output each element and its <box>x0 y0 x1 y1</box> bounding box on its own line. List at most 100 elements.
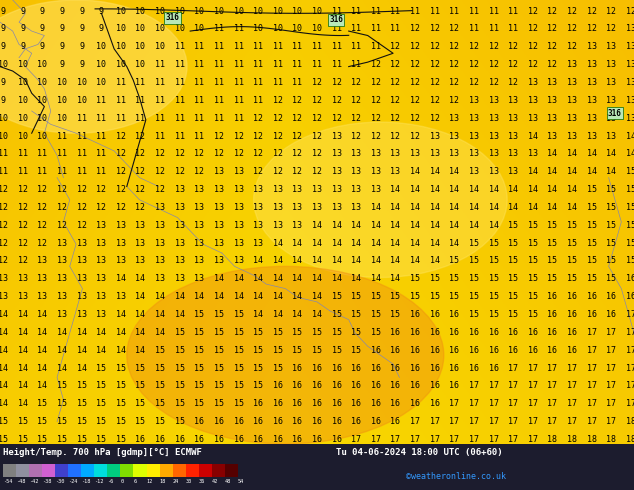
Text: 316: 316 <box>608 109 622 118</box>
Text: 15: 15 <box>351 328 361 337</box>
Text: 14: 14 <box>430 203 440 212</box>
Text: 11: 11 <box>332 60 342 69</box>
Text: 13: 13 <box>194 185 204 194</box>
Text: 11: 11 <box>410 6 420 16</box>
Text: 13: 13 <box>450 114 459 122</box>
Bar <box>29 464 42 477</box>
Text: 17: 17 <box>586 381 597 391</box>
Text: 15: 15 <box>175 381 184 391</box>
Text: 12: 12 <box>547 24 557 33</box>
Text: 11: 11 <box>96 96 107 105</box>
Text: 14: 14 <box>410 203 420 212</box>
Text: 12: 12 <box>18 256 28 266</box>
Text: 16: 16 <box>351 399 361 408</box>
Text: 17: 17 <box>489 381 498 391</box>
Text: 12: 12 <box>292 131 302 141</box>
Text: 16: 16 <box>194 417 204 426</box>
Text: 18: 18 <box>567 435 577 444</box>
Text: 14: 14 <box>391 185 401 194</box>
Text: 13: 13 <box>175 239 184 247</box>
Text: 13: 13 <box>351 149 361 158</box>
Text: 14: 14 <box>430 239 440 247</box>
Text: 9: 9 <box>40 42 45 51</box>
Text: 14: 14 <box>136 328 145 337</box>
Text: 15: 15 <box>18 417 28 426</box>
Text: 14: 14 <box>508 185 518 194</box>
Text: 13: 13 <box>214 256 224 266</box>
Text: 14: 14 <box>586 167 597 176</box>
Text: 18: 18 <box>547 435 557 444</box>
Text: 12: 12 <box>292 96 302 105</box>
Text: 14: 14 <box>18 328 28 337</box>
Text: 13: 13 <box>155 256 165 266</box>
Text: 14: 14 <box>430 256 440 266</box>
Text: 13: 13 <box>547 114 557 122</box>
Text: 15: 15 <box>469 292 479 301</box>
Text: 16: 16 <box>233 417 243 426</box>
Text: 12: 12 <box>155 167 165 176</box>
Text: 15: 15 <box>351 310 361 319</box>
Text: 12: 12 <box>37 239 48 247</box>
Text: 9: 9 <box>1 78 6 87</box>
Text: -30: -30 <box>55 479 65 484</box>
Text: 15: 15 <box>586 221 597 230</box>
Text: 11: 11 <box>155 78 165 87</box>
Text: 11: 11 <box>233 24 243 33</box>
Text: 15: 15 <box>626 203 634 212</box>
Bar <box>134 464 146 477</box>
Text: 15: 15 <box>527 256 538 266</box>
Text: 9: 9 <box>40 24 45 33</box>
Text: 16: 16 <box>371 399 381 408</box>
Text: 13: 13 <box>253 203 263 212</box>
Text: 14: 14 <box>37 310 48 319</box>
Text: 10: 10 <box>18 78 28 87</box>
Text: 17: 17 <box>547 399 557 408</box>
Text: 13: 13 <box>175 185 184 194</box>
Text: 10: 10 <box>233 6 243 16</box>
Text: 10: 10 <box>136 42 145 51</box>
Text: 13: 13 <box>430 131 440 141</box>
Text: ©weatheronline.co.uk: ©weatheronline.co.uk <box>406 472 506 481</box>
Text: 16: 16 <box>547 328 557 337</box>
Text: 15: 15 <box>586 185 597 194</box>
Text: 11: 11 <box>214 24 224 33</box>
Text: 12: 12 <box>351 96 361 105</box>
Text: 15: 15 <box>116 417 126 426</box>
Text: 15: 15 <box>508 256 518 266</box>
Text: 13: 13 <box>527 114 538 122</box>
Text: 13: 13 <box>508 96 518 105</box>
Text: 17: 17 <box>469 399 479 408</box>
Text: 14: 14 <box>332 239 342 247</box>
Text: 11: 11 <box>233 78 243 87</box>
Text: 15: 15 <box>508 310 518 319</box>
Bar <box>94 464 107 477</box>
Text: 14: 14 <box>410 167 420 176</box>
Text: 13: 13 <box>450 131 459 141</box>
Text: 13: 13 <box>371 149 381 158</box>
Text: 13: 13 <box>586 60 597 69</box>
Text: 16: 16 <box>606 310 616 319</box>
Text: 16: 16 <box>312 364 322 372</box>
Text: 12: 12 <box>233 131 243 141</box>
Text: 13: 13 <box>410 149 420 158</box>
Text: 12: 12 <box>430 78 440 87</box>
Text: 12: 12 <box>508 60 518 69</box>
Text: 14: 14 <box>292 274 302 283</box>
Text: 15: 15 <box>136 399 145 408</box>
Text: 9: 9 <box>1 6 6 16</box>
Text: 16: 16 <box>175 435 184 444</box>
Text: 11: 11 <box>253 96 263 105</box>
Bar <box>120 464 134 477</box>
Text: 12: 12 <box>136 131 145 141</box>
Text: 14: 14 <box>351 256 361 266</box>
Text: 15: 15 <box>175 364 184 372</box>
Text: 10: 10 <box>57 78 67 87</box>
Text: 13: 13 <box>469 114 479 122</box>
Text: 16: 16 <box>332 364 342 372</box>
Text: 12: 12 <box>214 149 224 158</box>
Text: 13: 13 <box>155 203 165 212</box>
Text: 16: 16 <box>312 417 322 426</box>
Text: 13: 13 <box>332 167 342 176</box>
Text: 11: 11 <box>116 114 126 122</box>
Text: 14: 14 <box>18 310 28 319</box>
